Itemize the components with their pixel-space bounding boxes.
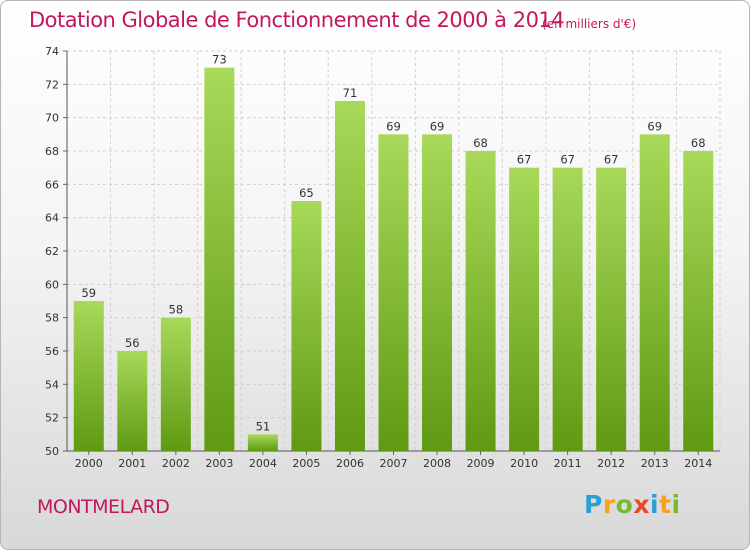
- x-tick-label: 2001: [118, 457, 146, 470]
- x-tick-label: 2004: [249, 457, 277, 470]
- data-label: 69: [647, 119, 662, 133]
- bar: [552, 167, 583, 451]
- data-label: 73: [212, 53, 227, 67]
- y-tick-label: 74: [45, 45, 59, 58]
- bar: [422, 134, 453, 452]
- bar: [73, 301, 104, 451]
- x-tick-label: 2010: [510, 457, 538, 470]
- data-label: 56: [125, 336, 140, 350]
- x-tick-label: 2000: [75, 457, 103, 470]
- bar: [247, 434, 278, 451]
- chart-unit: (en milliers d'€): [542, 17, 637, 31]
- x-tick-label: 2005: [292, 457, 320, 470]
- bar: [465, 151, 496, 451]
- bar: [378, 134, 409, 452]
- labels: 59 2000 56 2001 58 2002 73 2003 51 2004 65 2005 71 20…: [75, 53, 712, 470]
- x-tick-label: 2006: [336, 457, 364, 470]
- y-tick-label: 72: [45, 78, 59, 91]
- bar: [117, 351, 148, 451]
- bars: [73, 67, 714, 452]
- x-tick-label: 2003: [205, 457, 233, 470]
- y-tick-label: 70: [45, 112, 59, 125]
- bar: [683, 151, 714, 451]
- y-tick-label: 52: [45, 412, 59, 425]
- x-tick-label: 2009: [467, 457, 495, 470]
- data-label: 69: [430, 119, 445, 133]
- bar: [204, 67, 235, 452]
- y-tick-label: 56: [45, 345, 59, 358]
- x-tick-label: 2008: [423, 457, 451, 470]
- x-tick-label: 2013: [641, 457, 669, 470]
- bar: [639, 134, 670, 452]
- bar: [334, 101, 365, 451]
- data-label: 68: [473, 136, 488, 150]
- data-label: 51: [256, 419, 271, 433]
- x-tick-label: 2014: [684, 457, 712, 470]
- y-tick-label: 58: [45, 312, 59, 325]
- x-tick-label: 2007: [380, 457, 408, 470]
- y-tick-label: 50: [45, 445, 59, 458]
- data-label: 71: [343, 86, 358, 100]
- x-tick-label: 2002: [162, 457, 190, 470]
- y-tick-label: 62: [45, 245, 59, 258]
- bar: [291, 201, 322, 451]
- bar: [160, 317, 191, 451]
- data-label: 67: [517, 153, 532, 167]
- proxiti-logo[interactable]: Proxiti: [584, 490, 681, 519]
- data-label: 59: [81, 286, 96, 300]
- x-tick-label: 2012: [597, 457, 625, 470]
- data-label: 68: [691, 136, 706, 150]
- y-tick-label: 60: [45, 278, 59, 291]
- y-tick-label: 68: [45, 145, 59, 158]
- data-label: 69: [386, 119, 401, 133]
- y-tick-label: 54: [45, 378, 59, 391]
- chart-title: Dotation Globale de Fonctionnement de 20…: [29, 8, 565, 32]
- data-label: 65: [299, 186, 314, 200]
- data-label: 67: [560, 153, 575, 167]
- y-tick-label: 64: [45, 212, 59, 225]
- x-tick-label: 2011: [554, 457, 582, 470]
- bar: [509, 167, 540, 451]
- commune-name: MONTMELARD: [37, 496, 170, 518]
- bar: [596, 167, 627, 451]
- data-label: 58: [169, 303, 184, 317]
- data-label: 67: [604, 153, 619, 167]
- y-tick-label: 66: [45, 178, 59, 191]
